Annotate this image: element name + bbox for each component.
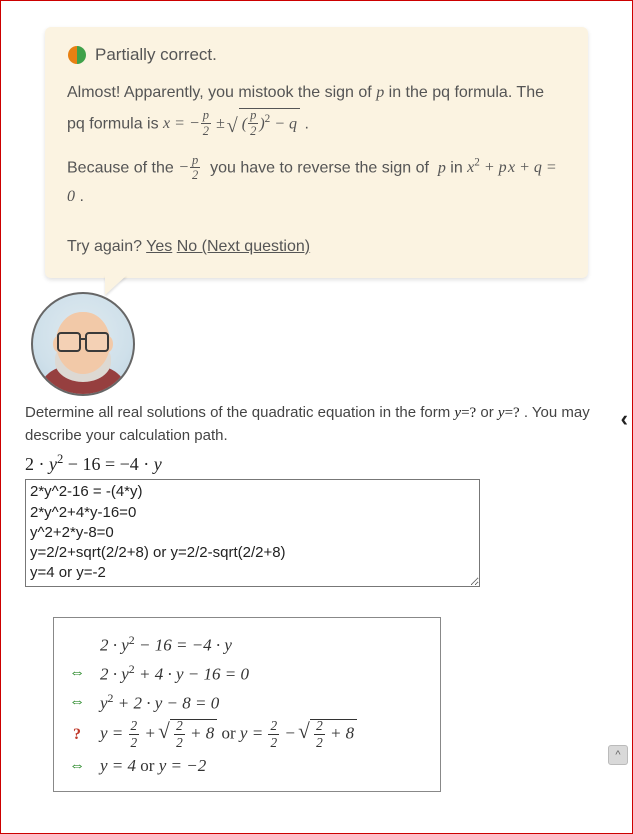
feedback-text: you have to reverse the sign of xyxy=(206,159,434,176)
speech-tail xyxy=(105,275,127,295)
chain-expression: y2 + 2 · y − 8 = 0 xyxy=(100,691,219,714)
chain-symbol: ⇔ xyxy=(68,664,86,682)
derivation-chain: 2 · y2 − 16 = −4 · y ⇔ 2 · y2 + 4 · y − 16… xyxy=(53,617,441,792)
chain-row: ⇔ 2 · y2 + 4 · y − 16 = 0 xyxy=(68,659,426,688)
feedback-bubble: Partially correct. Almost! Apparently, y… xyxy=(45,27,588,278)
chain-expression: y = 22 + 22 + 8 or y = 22 − 22 + 8 xyxy=(100,719,357,750)
prompt-text: Determine all real solutions of the quad… xyxy=(25,404,454,421)
try-again-yes-link[interactable]: Yes xyxy=(146,238,172,255)
feedback-body: Almost! Apparently, you mistook the sign… xyxy=(67,79,566,212)
feedback-text: Because of the xyxy=(67,159,178,176)
feedback-header: Partially correct. xyxy=(67,45,566,65)
prompt-text: or xyxy=(476,404,498,421)
chain-symbol: ? xyxy=(68,726,86,744)
chain-row: 2 · y2 − 16 = −4 · y xyxy=(68,630,426,659)
answer-input[interactable] xyxy=(25,479,480,587)
feedback-status-text: Partially correct. xyxy=(95,45,217,65)
given-equation: 2 · y2 − 16 = −4 · y xyxy=(25,452,608,475)
chain-expression: 2 · y2 + 4 · y − 16 = 0 xyxy=(100,662,249,685)
try-again-no-link[interactable]: No (Next question) xyxy=(177,238,310,255)
try-again-line: Try again? Yes No (Next question) xyxy=(67,238,566,256)
chain-symbol: ⇔ xyxy=(68,757,86,775)
feedback-text: in xyxy=(446,159,467,176)
try-again-label: Try again? xyxy=(67,238,146,255)
avatar xyxy=(31,292,135,396)
chain-row: ⇔ y2 + 2 · y − 8 = 0 xyxy=(68,688,426,717)
pq-formula: x = −p2 ± (p2)2 − q xyxy=(163,115,300,132)
chevron-right-icon[interactable]: ‹ xyxy=(621,406,628,432)
chain-expression: y = 4 or y = −2 xyxy=(100,756,206,776)
partially-correct-icon xyxy=(67,45,87,65)
question-area: Determine all real solutions of the quad… xyxy=(25,402,608,792)
chain-row: ? y = 22 + 22 + 8 or y = 22 − 22 + 8 xyxy=(68,716,426,753)
chain-row: ⇔ y = 4 or y = −2 xyxy=(68,753,426,779)
chain-expression: 2 · y2 − 16 = −4 · y xyxy=(100,633,232,656)
question-prompt: Determine all real solutions of the quad… xyxy=(25,402,608,447)
scroll-up-button[interactable]: ^ xyxy=(608,745,628,765)
feedback-text: Almost! Apparently, you mistook the sign… xyxy=(67,84,376,101)
chain-symbol: ⇔ xyxy=(68,693,86,711)
